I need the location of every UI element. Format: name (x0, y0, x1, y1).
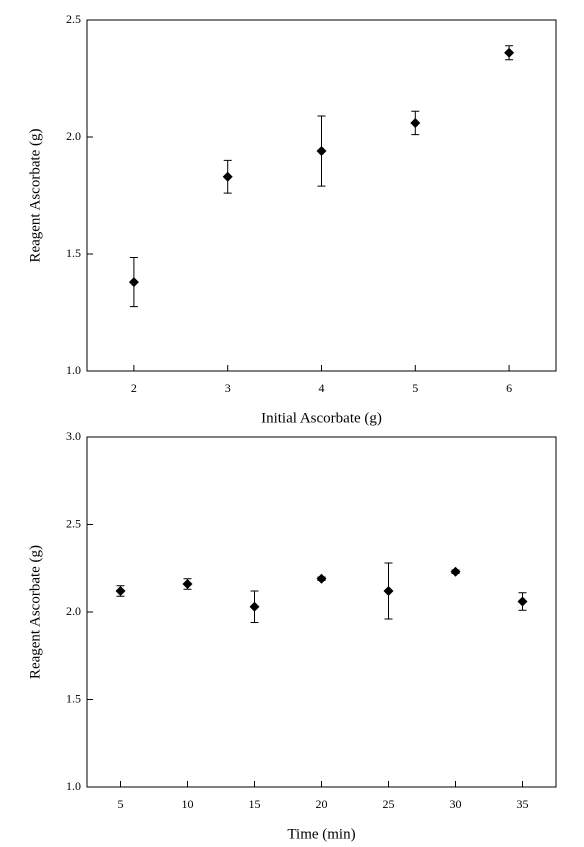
plot-frame (86, 436, 557, 788)
point (316, 573, 327, 584)
x-tick-label: 15 (249, 797, 261, 811)
x-axis-label: Initial Ascorbate (g) (261, 410, 382, 426)
point (504, 47, 515, 58)
x-tick-label: 10 (182, 797, 194, 811)
x-tick-label: 4 (319, 381, 325, 395)
point (316, 146, 327, 157)
y-axis-label: Reagent Ascorbate (g) (27, 128, 43, 262)
x-tick-label: 20 (316, 797, 328, 811)
x-tick-label: 5 (118, 797, 124, 811)
point (450, 566, 461, 577)
point (517, 596, 528, 607)
x-tick-label: 3 (225, 381, 231, 395)
point (182, 579, 193, 589)
point (115, 586, 126, 596)
y-tick-label: 2.5 (66, 12, 81, 26)
x-tick-label: 35 (517, 797, 529, 811)
y-tick-label: 2.5 (66, 516, 81, 530)
point (249, 601, 260, 612)
y-tick-label: 1.5 (66, 691, 81, 705)
y-tick-label: 3.0 (66, 429, 81, 443)
y-tick-label: 1.5 (66, 246, 81, 260)
x-tick-label: 5 (412, 381, 418, 395)
x-tick-label: 30 (450, 797, 462, 811)
x-tick-label: 25 (383, 797, 395, 811)
y-tick-label: 1.0 (66, 363, 81, 377)
point (383, 586, 394, 596)
plot-frame (86, 19, 557, 372)
x-tick-label: 6 (506, 381, 512, 395)
y-tick-label: 2.0 (66, 129, 81, 143)
x-axis-label: Time (min) (287, 826, 355, 842)
point (410, 117, 421, 128)
y-tick-label: 2.0 (66, 604, 81, 618)
y-axis-label: Reagent Ascorbate (g) (27, 545, 43, 679)
x-tick-label: 2 (131, 381, 137, 395)
point (222, 171, 233, 182)
point (128, 277, 139, 288)
y-tick-label: 1.0 (66, 779, 81, 793)
